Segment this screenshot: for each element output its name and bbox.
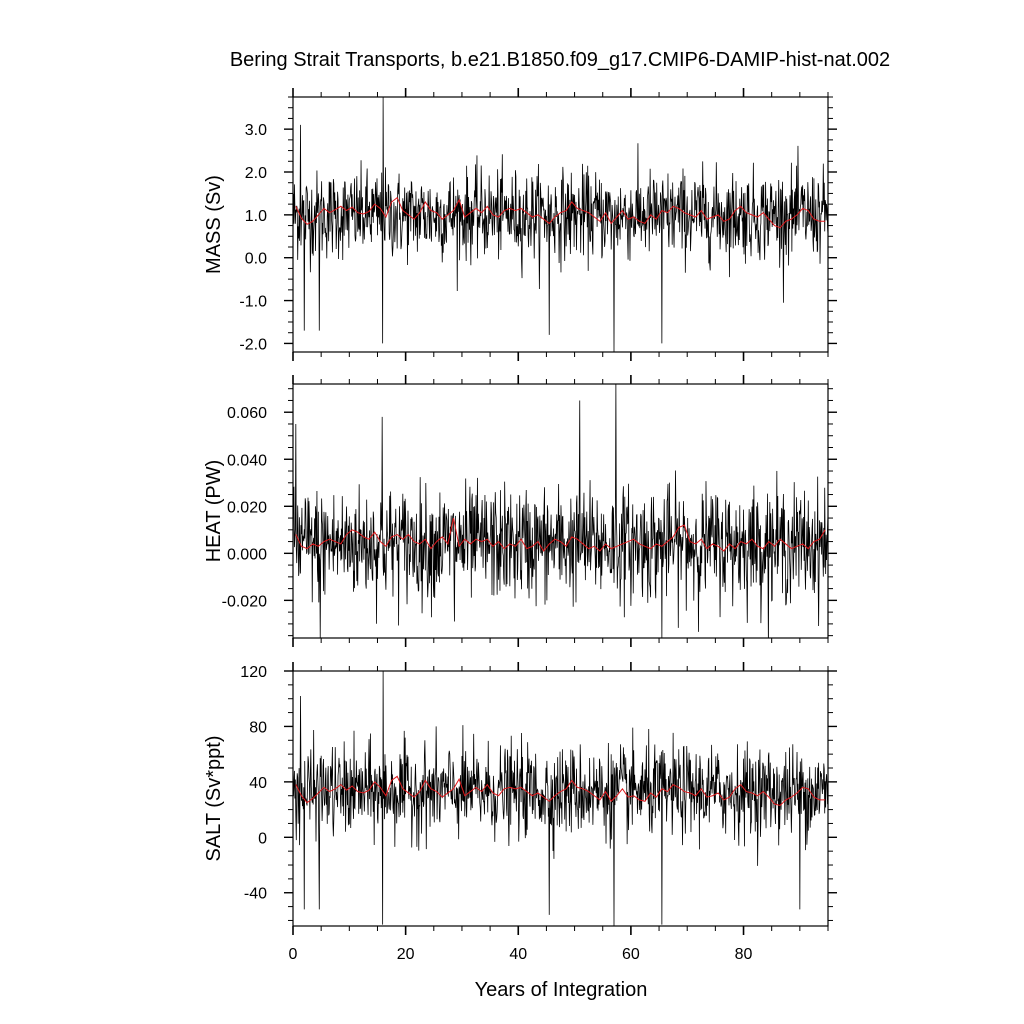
y-axis-label-mass: MASS (Sv) xyxy=(203,175,225,274)
plot-frame-mass xyxy=(292,96,829,353)
plot-frame-heat xyxy=(292,383,829,639)
y-tick-label-mass: 3.0 xyxy=(245,122,267,139)
y-tick-label-mass: -2.0 xyxy=(239,336,267,353)
y-tick-label-salt: 120 xyxy=(240,664,267,681)
x-axis-label: Years of Integration xyxy=(475,979,648,1001)
y-tick-label-heat: 0.040 xyxy=(227,452,267,469)
monthly-series-heat xyxy=(293,384,828,638)
y-axis-label-heat: HEAT (PW) xyxy=(203,460,225,563)
x-tick-label: 40 xyxy=(509,946,527,963)
panel-heat: -0.020 0.000 0.020 0.040 0.060 HEAT (PW) xyxy=(203,375,837,647)
annual-series-heat xyxy=(295,517,826,552)
y-tick-label-mass: 2.0 xyxy=(245,165,267,182)
annual-series-salt xyxy=(295,775,826,806)
x-tick-label: 20 xyxy=(397,946,415,963)
y-tick-label-mass: 1.0 xyxy=(245,208,267,225)
y-tick-label-heat: 0.020 xyxy=(227,499,267,516)
plot-frame-salt xyxy=(292,670,829,927)
monthly-series-mass xyxy=(293,97,828,352)
annual-series-mass xyxy=(295,196,826,229)
y-tick-label-salt: -40 xyxy=(244,886,267,903)
x-tick-label: 60 xyxy=(622,946,640,963)
y-tick-label-heat: 0.000 xyxy=(227,546,267,563)
panels: -2.0 -1.0 0.0 1.0 2.0 3.0 MASS (Sv) -0.020 0.000… xyxy=(203,88,837,963)
panel-mass: -2.0 -1.0 0.0 1.0 2.0 3.0 MASS (Sv) xyxy=(203,88,837,361)
panel-salt: -40 0 40 80 120 SALT (Sv*ppt) 0 20 40 60 80 xyxy=(203,662,837,963)
y-tick-label-mass: -1.0 xyxy=(239,294,267,311)
y-tick-label-heat: 0.060 xyxy=(227,405,267,422)
y-tick-label-mass: 0.0 xyxy=(245,251,267,268)
y-tick-label-salt: 0 xyxy=(258,830,267,847)
chart-title: Bering Strait Transports, b.e21.B1850.f0… xyxy=(230,49,890,71)
y-tick-label-salt: 80 xyxy=(249,719,267,736)
monthly-series-salt xyxy=(293,671,828,926)
x-tick-label: 80 xyxy=(735,946,753,963)
y-axis-label-salt: SALT (Sv*ppt) xyxy=(203,736,225,862)
y-tick-label-salt: 40 xyxy=(249,775,267,792)
x-tick-label: 0 xyxy=(289,946,298,963)
y-tick-label-heat: -0.020 xyxy=(222,593,267,610)
